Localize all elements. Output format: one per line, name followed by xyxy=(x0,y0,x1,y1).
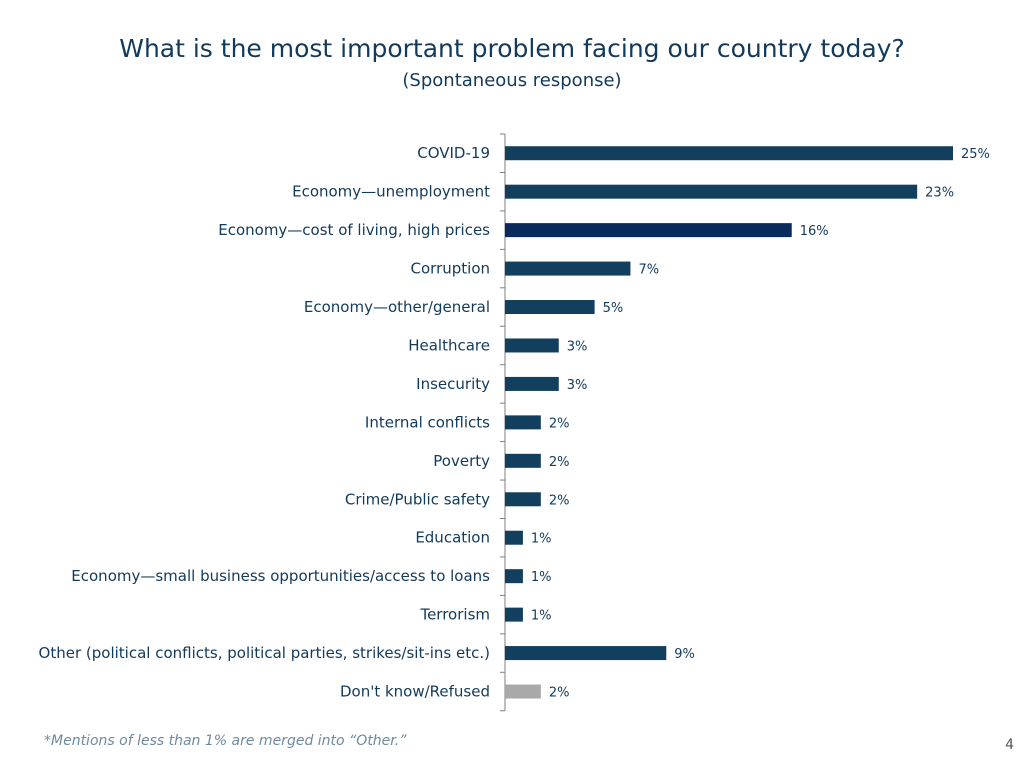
value-label: 7% xyxy=(638,263,659,278)
bar xyxy=(505,569,523,584)
bar xyxy=(505,530,523,545)
bar xyxy=(505,261,631,276)
bar xyxy=(505,415,541,430)
category-label: Education xyxy=(415,529,490,547)
bar xyxy=(505,607,523,622)
bar xyxy=(505,338,559,353)
bar xyxy=(505,646,667,661)
bar xyxy=(505,376,559,391)
value-label: 1% xyxy=(531,609,552,624)
value-label: 2% xyxy=(549,455,570,470)
chart-title: What is the most important problem facin… xyxy=(119,34,905,63)
bar xyxy=(505,184,918,199)
page-number: 4 xyxy=(1005,737,1014,753)
value-label: 1% xyxy=(531,570,552,585)
category-label: Terrorism xyxy=(419,606,490,624)
value-label: 5% xyxy=(603,301,624,316)
bar-chart: COVID-19 25% Economy—unemployment 23% Econom… xyxy=(39,133,990,712)
bar xyxy=(505,146,953,161)
category-label: Economy—small business opportunities/acc… xyxy=(71,567,490,585)
value-label: 2% xyxy=(549,493,570,508)
chart-subtitle: (Spontaneous response) xyxy=(402,70,622,91)
value-label: 2% xyxy=(549,686,570,701)
category-label: Economy—cost of living, high prices xyxy=(218,221,490,239)
category-label: Internal conflicts xyxy=(365,413,490,431)
bar xyxy=(505,684,541,699)
category-label: Insecurity xyxy=(416,375,490,393)
category-label: Other (political conflicts, political pa… xyxy=(39,644,490,662)
value-label: 3% xyxy=(567,378,588,393)
value-label: 9% xyxy=(674,647,695,662)
value-label: 25% xyxy=(961,147,990,162)
category-label: Don't know/Refused xyxy=(340,683,490,701)
bar xyxy=(505,300,595,315)
bar xyxy=(505,223,792,238)
category-label: Economy—unemployment xyxy=(292,183,490,201)
category-label: Economy—other/general xyxy=(304,298,490,316)
value-label: 2% xyxy=(549,416,570,431)
value-label: 16% xyxy=(800,224,829,239)
value-label: 3% xyxy=(567,339,588,354)
bar xyxy=(505,492,541,507)
category-label: Crime/Public safety xyxy=(345,490,490,508)
footnote: *Mentions of less than 1% are merged int… xyxy=(44,733,407,749)
category-label: Healthcare xyxy=(408,336,490,354)
value-label: 1% xyxy=(531,532,552,547)
category-label: Poverty xyxy=(433,452,490,470)
bar xyxy=(505,453,541,468)
category-label: Corruption xyxy=(411,260,490,278)
value-label: 23% xyxy=(925,186,954,201)
category-label: COVID-19 xyxy=(417,144,490,162)
